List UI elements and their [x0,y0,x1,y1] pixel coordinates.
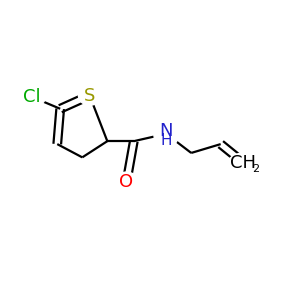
Ellipse shape [115,172,138,193]
Ellipse shape [228,153,260,174]
Text: N: N [159,122,173,140]
Text: 2: 2 [252,164,259,174]
Text: S: S [84,86,95,104]
Ellipse shape [154,120,178,148]
Ellipse shape [79,86,101,105]
Text: CH: CH [230,154,256,172]
Text: Cl: Cl [23,88,41,106]
Text: H: H [160,133,172,148]
Ellipse shape [19,87,46,107]
Text: O: O [119,173,134,191]
